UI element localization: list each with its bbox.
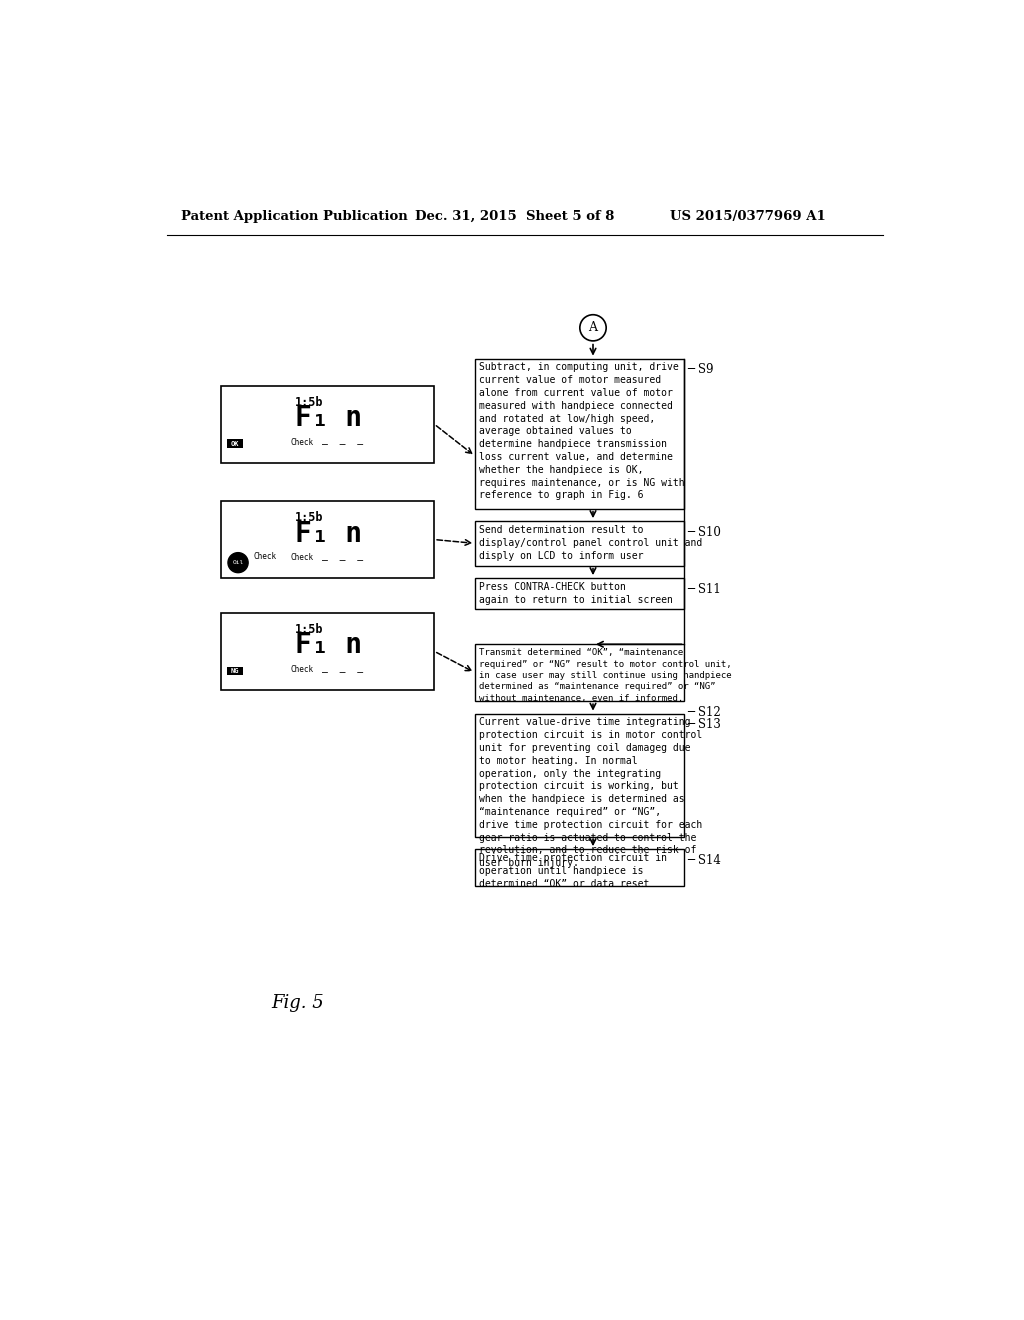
Text: Check: Check <box>254 552 276 561</box>
Text: Check: Check <box>291 438 314 447</box>
Text: NG: NG <box>230 668 240 673</box>
FancyBboxPatch shape <box>221 385 434 462</box>
Text: Check: Check <box>291 665 314 675</box>
Text: Check: Check <box>291 553 314 562</box>
FancyBboxPatch shape <box>475 521 684 566</box>
Text: Subtract, in computing unit, drive
current value of motor measured
alone from cu: Subtract, in computing unit, drive curre… <box>479 363 685 500</box>
Text: 1:5b: 1:5b <box>295 511 324 524</box>
Text: Oil: Oil <box>232 560 244 565</box>
FancyBboxPatch shape <box>475 849 684 886</box>
Text: Press CONTRA-CHECK button
again to return to initial screen: Press CONTRA-CHECK button again to retur… <box>479 582 673 605</box>
Text: 1:5b: 1:5b <box>295 623 324 636</box>
Text: —  —  —: — — — <box>322 554 362 565</box>
Text: Patent Application Publication: Patent Application Publication <box>180 210 408 223</box>
FancyBboxPatch shape <box>221 502 434 578</box>
FancyBboxPatch shape <box>221 612 434 689</box>
Circle shape <box>228 553 248 573</box>
Text: ─ S12: ─ S12 <box>687 706 721 719</box>
FancyBboxPatch shape <box>475 359 684 508</box>
Text: ─ S10: ─ S10 <box>687 525 722 539</box>
Text: F₁ n: F₁ n <box>295 631 361 659</box>
Text: —  —  —: — — — <box>322 440 362 449</box>
Text: F₁ n: F₁ n <box>295 520 361 548</box>
FancyBboxPatch shape <box>227 440 243 447</box>
Text: Current value-drive time integrating
protection circuit is in motor control
unit: Current value-drive time integrating pro… <box>479 718 702 869</box>
Text: ─ S13: ─ S13 <box>687 718 722 731</box>
Text: ─ S9: ─ S9 <box>687 363 714 376</box>
Text: Dec. 31, 2015  Sheet 5 of 8: Dec. 31, 2015 Sheet 5 of 8 <box>415 210 614 223</box>
FancyBboxPatch shape <box>475 578 684 609</box>
Text: —  —  —: — — — <box>322 667 362 677</box>
Text: Fig. 5: Fig. 5 <box>271 994 325 1012</box>
Text: F₁ n: F₁ n <box>295 404 361 432</box>
FancyBboxPatch shape <box>475 644 684 701</box>
Text: A: A <box>589 321 597 334</box>
Text: Transmit determined “OK”, “maintenance
required” or “NG” result to motor control: Transmit determined “OK”, “maintenance r… <box>479 648 732 704</box>
Text: ─ S14: ─ S14 <box>687 854 722 867</box>
Text: OK: OK <box>230 441 240 446</box>
Text: US 2015/0377969 A1: US 2015/0377969 A1 <box>671 210 826 223</box>
Text: ─ S11: ─ S11 <box>687 582 721 595</box>
Text: Send determination result to
display/control panel control unit and
disply on LC: Send determination result to display/con… <box>479 525 702 561</box>
FancyBboxPatch shape <box>227 667 243 675</box>
Text: Drive time protection circuit in
operation until handpiece is
determined “OK” or: Drive time protection circuit in operati… <box>479 853 667 888</box>
FancyBboxPatch shape <box>475 714 684 837</box>
Text: 1:5b: 1:5b <box>295 396 324 409</box>
